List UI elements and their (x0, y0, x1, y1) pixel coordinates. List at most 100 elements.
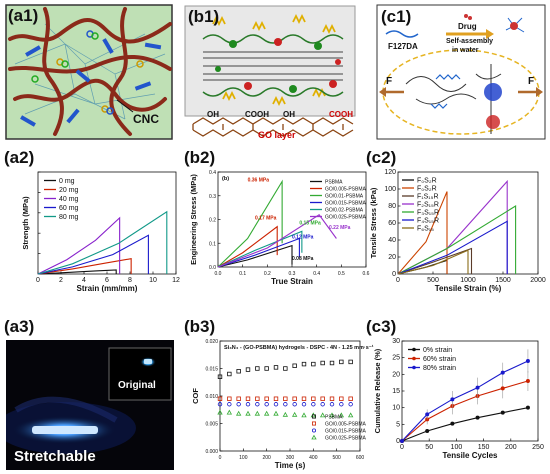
data-point (264, 366, 269, 371)
data-point (339, 359, 344, 365)
self-assembly-label: Self-assembly (446, 38, 494, 45)
y-tick-label: 0.010 (205, 394, 218, 400)
series-line (217, 237, 300, 268)
legend-label: 40 mg (59, 196, 79, 203)
data-point (329, 402, 335, 407)
x-axis-label: Tensile Cycles (443, 451, 499, 460)
y-tick-label: 0.005 (205, 422, 218, 428)
series-line (397, 220, 508, 275)
x-tick-label: 2 (59, 277, 63, 284)
series-line (397, 249, 469, 275)
data-point (227, 371, 232, 377)
data-point (273, 410, 279, 416)
legend-label: F₃S₁₅R (417, 209, 439, 216)
x-tick-label: 500 (332, 455, 341, 461)
cooh-label-1: COOH (245, 110, 269, 119)
data-point (236, 369, 241, 374)
legend-label: 80% strain (423, 365, 456, 372)
data-point (320, 396, 325, 401)
plot-frame (37, 171, 177, 275)
y-tick-label: 100 (384, 186, 396, 193)
data-point (311, 396, 316, 401)
y-tick-label: 80 (388, 203, 396, 210)
data-point (254, 410, 261, 416)
panel-label-c2: (c2) (366, 148, 397, 167)
x-tick-label: 10 (149, 277, 157, 284)
legend-label: F₁S₁₅R (417, 193, 439, 200)
data-point (301, 402, 307, 407)
x-tick-label: 400 (309, 455, 318, 461)
x-tick-label: 0 (219, 455, 222, 461)
y-tick-label: 5 (396, 421, 400, 428)
series-line (401, 380, 529, 442)
legend-label: GO/0.015-PSBMA (325, 200, 367, 206)
series-line (37, 216, 121, 275)
panel-label-a3: (a3) (4, 317, 35, 336)
x-tick-label: 6 (105, 277, 109, 284)
data-point (283, 402, 288, 407)
x-tick-label: 1000 (460, 277, 476, 284)
data-point (292, 396, 297, 401)
glowing-hydrogel-photo (6, 347, 172, 454)
x-tick-label: 250 (532, 444, 544, 451)
y-tick-label: 0.4 (209, 170, 216, 176)
panel-label-b2: (b2) (184, 148, 216, 167)
data-point (338, 412, 345, 418)
data-point (283, 366, 288, 371)
data-point (311, 361, 316, 367)
data-point (475, 385, 480, 390)
x-tick-label: 8 (128, 277, 132, 284)
y-tick-label: 0.2 (209, 218, 216, 224)
plot-frame (219, 340, 361, 452)
data-point (348, 359, 353, 365)
data-label: 0.36 MPa (248, 178, 270, 184)
legend-label: F₂S₁₅R (417, 201, 439, 208)
legend-label: 60 mg (59, 205, 79, 212)
chart-title: (b) (222, 176, 229, 182)
oh-label-2: OH (283, 110, 295, 119)
legend-label: F₆S₁₅ (417, 225, 434, 232)
series-line (397, 191, 448, 275)
series-line (397, 179, 508, 275)
cnc-network-diagram (5, 4, 173, 140)
data-point (236, 396, 241, 401)
legend-label: GO/0.015-PSBMA (325, 428, 367, 434)
panel-a3-photo: Original Stretchable (6, 340, 174, 470)
data-point (273, 402, 279, 407)
x-tick-label: 300 (286, 455, 295, 461)
data-point (525, 359, 530, 363)
x-tick-label: 0 (36, 277, 40, 284)
y-tick-label: 40 (388, 237, 396, 244)
data-point (400, 439, 404, 443)
data-point (217, 396, 223, 401)
y-tick-label: 0.015 (205, 367, 218, 373)
data-point (311, 402, 316, 407)
y-axis-label: Strength (MPa) (21, 196, 30, 250)
drug-label: Drug (458, 22, 477, 31)
plot-frame (217, 171, 367, 268)
x-tick-label: 150 (478, 444, 490, 451)
chart-title: Si₃N₄ - (GO-PSBMA) hydrogels - DSPC - 4N… (224, 344, 374, 351)
data-point (450, 421, 455, 426)
data-point (282, 411, 289, 417)
x-tick-label: 4 (82, 277, 86, 284)
x-tick-label: 0.5 (338, 271, 345, 277)
data-point (347, 412, 354, 418)
legend-label: GO/0.01-PSBMA (325, 193, 364, 199)
data-point (400, 439, 404, 443)
x-tick-label: 600 (356, 455, 365, 461)
y-axis-label: COF (191, 388, 200, 404)
data-point (292, 402, 297, 407)
data-label: 0.12 MPa (292, 235, 314, 241)
y-tick-label: 15 (392, 388, 400, 395)
data-point (475, 415, 480, 420)
data-point (425, 429, 430, 433)
data-point (500, 370, 505, 375)
x-tick-label: 0.0 (215, 271, 222, 277)
y-tick-label: 0.020 (205, 339, 218, 345)
data-point (329, 396, 335, 401)
y-tick-label: 0.0 (209, 265, 216, 271)
x-tick-label: 0.3 (289, 271, 296, 277)
legend-label: PSBMA (325, 414, 343, 420)
data-point (264, 402, 269, 407)
